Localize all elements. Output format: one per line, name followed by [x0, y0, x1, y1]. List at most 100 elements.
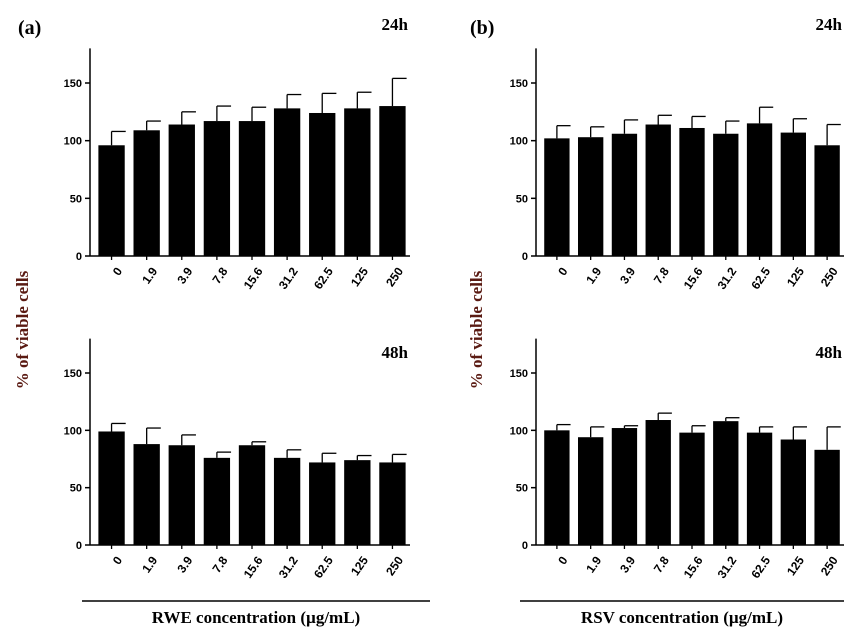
bar-b-48h: [713, 421, 739, 545]
bar-b-48h: [814, 449, 840, 545]
x-tick-label-b-24h: 3.9: [617, 264, 638, 286]
x-tick-label-b-48h: 250: [818, 553, 841, 578]
y-tick-label-b-24h: 0: [522, 251, 528, 263]
x-tick-label-b-48h: 15.6: [681, 553, 706, 580]
bar-a-24h: [168, 124, 195, 257]
bar-a-48h: [344, 460, 371, 545]
bar-b-24h: [679, 127, 705, 256]
x-tick-label-b-48h: 31.2: [715, 553, 740, 580]
x-tick-label-a-48h: 3.9: [174, 553, 195, 575]
x-tick-label-a-48h: 31.2: [276, 553, 301, 580]
x-tick-label-b-24h: 31.2: [715, 264, 740, 291]
x-tick-label-b-24h: 0: [555, 264, 570, 278]
bar-b-24h: [544, 138, 570, 256]
panel-b-label: (b): [470, 17, 494, 39]
bar-b-48h: [645, 420, 671, 545]
x-tick-label-b-24h: 15.6: [681, 264, 706, 291]
timepoint-label-b-24h: 24h: [816, 15, 843, 34]
x-tick-label-a-48h: 250: [383, 553, 406, 578]
y-tick-label-a-24h: 100: [64, 136, 82, 148]
x-tick-label-a-48h: 0: [110, 553, 125, 567]
bar-b-24h: [713, 133, 739, 256]
chart-b-24h: 24h 0 50 100 150 0 1.9 3.9 7.8 15.6 31.2 62.5 125 250: [510, 15, 844, 292]
bar-b-48h: [679, 432, 705, 545]
y-tick-label-b-48h: 150: [510, 368, 528, 380]
x-tick-label-a-24h: 62.5: [311, 264, 336, 291]
x-tick-label-b-24h: 7.8: [651, 264, 672, 286]
panel-a-label: (a): [18, 17, 41, 39]
bar-b-48h: [544, 430, 570, 545]
bar-a-24h: [379, 106, 406, 256]
y-tick-label-a-48h: 150: [64, 368, 82, 380]
bar-b-24h: [746, 123, 773, 256]
x-tick-label-a-48h: 7.8: [210, 553, 231, 575]
timepoint-label-a-24h: 24h: [382, 15, 409, 34]
chart-b-48h: 48h 0 50 100 150 0 1.9 3.9 7.8 15.6 31.2 62.5 125 250: [510, 338, 844, 581]
x-tick-label-a-24h: 3.9: [174, 264, 195, 286]
y-axis-label-a: % of viable cells: [13, 270, 32, 389]
x-axis-label-b: RSV concentration (µg/mL): [581, 608, 783, 627]
bar-a-48h: [203, 457, 231, 545]
x-tick-label-a-24h: 15.6: [241, 264, 266, 291]
bar-a-24h: [273, 108, 301, 256]
y-axis-label-b: % of viable cells: [467, 270, 486, 389]
x-tick-label-a-48h: 62.5: [311, 553, 336, 580]
x-axis-label-a: RWE concentration (µg/mL): [152, 608, 360, 627]
x-tick-label-a-24h: 125: [348, 264, 371, 289]
x-tick-label-b-48h: 7.8: [651, 553, 672, 575]
bar-b-24h: [578, 137, 604, 256]
bar-a-24h: [309, 112, 336, 256]
x-tick-label-b-48h: 3.9: [617, 553, 638, 575]
y-tick-label-b-24h: 150: [510, 78, 528, 90]
x-tick-label-b-24h: 125: [784, 264, 807, 289]
y-tick-label-b-48h: 0: [522, 540, 528, 552]
x-tick-label-a-24h: 31.2: [276, 264, 301, 291]
y-tick-label-b-24h: 50: [516, 193, 528, 205]
x-tick-label-b-48h: 1.9: [583, 553, 604, 575]
x-tick-label-a-24h: 7.8: [210, 264, 231, 286]
chart-a-24h: 24h 0 50 100 150 0 1.9 3.9 7.8 15.6 31.2 62.5 125 250: [64, 15, 410, 292]
timepoint-label-b-48h: 48h: [816, 343, 843, 362]
bar-a-48h: [238, 445, 266, 545]
x-tick-label-a-48h: 1.9: [139, 553, 160, 575]
y-tick-label-a-24h: 150: [64, 78, 82, 90]
x-tick-label-b-24h: 1.9: [583, 264, 604, 286]
x-tick-label-a-48h: 125: [348, 553, 371, 578]
bar-b-24h: [611, 133, 638, 256]
y-tick-label-b-48h: 50: [516, 483, 528, 495]
bar-a-48h: [309, 462, 336, 545]
y-tick-label-b-24h: 100: [510, 136, 528, 148]
x-tick-label-a-48h: 15.6: [241, 553, 266, 580]
bar-a-48h: [273, 457, 301, 545]
x-tick-label-a-24h: 0: [110, 264, 125, 278]
y-tick-label-a-24h: 50: [70, 193, 82, 205]
y-tick-label-a-48h: 100: [64, 425, 82, 437]
bar-a-48h: [98, 431, 125, 545]
x-tick-label-a-24h: 1.9: [139, 264, 160, 286]
x-tick-label-b-24h: 250: [818, 264, 841, 289]
timepoint-label-a-48h: 48h: [382, 343, 409, 362]
x-tick-label-b-48h: 62.5: [748, 553, 773, 580]
bar-b-48h: [746, 432, 773, 545]
bar-b-24h: [780, 132, 806, 256]
y-tick-label-a-48h: 50: [70, 483, 82, 495]
bar-b-48h: [611, 428, 638, 545]
bar-b-48h: [578, 437, 604, 545]
bar-a-24h: [238, 121, 266, 256]
x-tick-label-a-24h: 250: [383, 264, 406, 289]
bar-a-24h: [203, 121, 231, 256]
y-tick-label-a-24h: 0: [76, 251, 82, 263]
bar-b-48h: [780, 439, 806, 545]
bar-a-48h: [379, 462, 406, 545]
bar-a-24h: [344, 108, 371, 256]
y-tick-label-a-48h: 0: [76, 540, 82, 552]
x-tick-label-b-48h: 0: [555, 553, 570, 567]
chart-a-48h: 48h 0 50 100 150 0 1.9 3.9 7.8 15.6 31.2 62.5 125 250: [64, 338, 410, 581]
bar-a-24h: [98, 145, 125, 256]
bar-a-48h: [133, 444, 160, 545]
x-tick-label-b-24h: 62.5: [748, 264, 773, 291]
bar-b-24h: [814, 145, 840, 256]
y-tick-label-b-48h: 100: [510, 425, 528, 437]
bar-b-24h: [645, 124, 671, 257]
